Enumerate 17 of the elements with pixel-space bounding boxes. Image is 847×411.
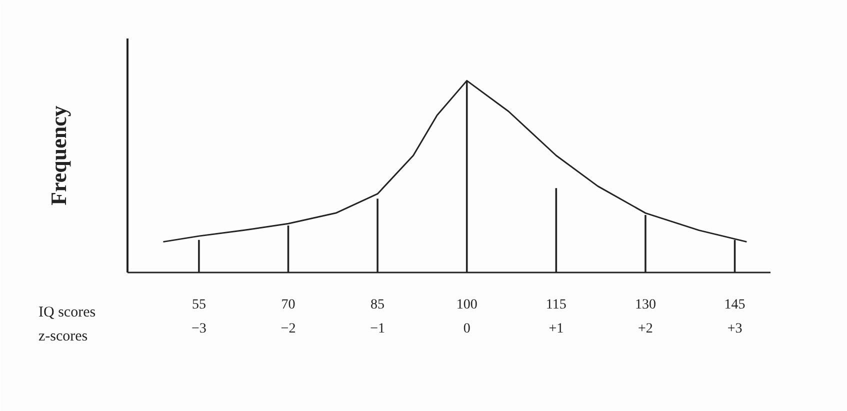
x-tick-label: 55	[192, 298, 206, 312]
x2-tick-label: −2	[280, 322, 296, 336]
x-axis-title: IQ scores	[38, 304, 96, 320]
x-tick-label: 130	[634, 298, 656, 312]
x-tick-label: 115	[546, 298, 566, 312]
x-tick-label: 85	[370, 298, 385, 312]
x2-tick-label: +3	[727, 322, 742, 336]
x2-tick-label: −1	[370, 322, 386, 336]
x2-tick-label: 0	[463, 322, 470, 336]
x2-tick-label: −3	[191, 322, 206, 336]
x-tick-label: 70	[281, 298, 296, 312]
x2-axis-title: z-scores	[38, 328, 88, 344]
x-tick-label: 145	[724, 298, 746, 312]
x2-tick-label: +2	[638, 322, 653, 336]
x2-tick-label: +1	[548, 322, 564, 336]
x-tick-label: 100	[456, 298, 478, 312]
y-axis-title: Frequency	[46, 106, 71, 206]
